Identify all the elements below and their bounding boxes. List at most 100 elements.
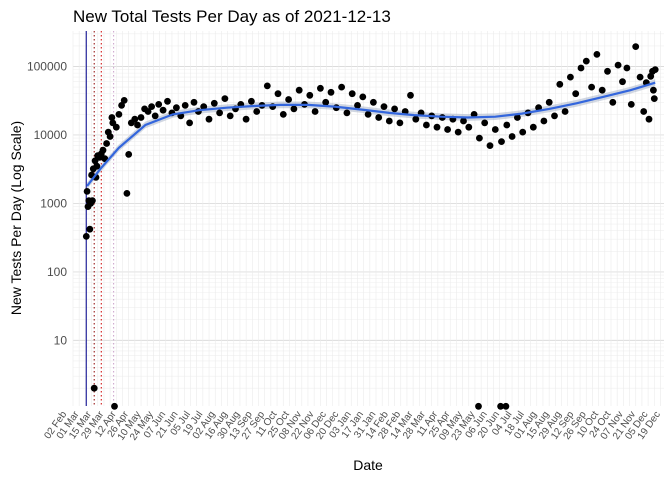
data-point — [89, 197, 96, 205]
data-point — [486, 142, 494, 150]
data-point — [407, 91, 414, 99]
data-point — [317, 84, 324, 92]
data-point — [640, 108, 648, 115]
data-point — [348, 90, 356, 98]
data-point — [248, 97, 255, 105]
data-point — [567, 73, 574, 81]
data-point — [295, 86, 303, 94]
data-point — [380, 103, 388, 110]
data-point — [120, 97, 128, 104]
data-point — [632, 43, 640, 50]
data-point — [253, 108, 261, 115]
data-point — [651, 66, 659, 73]
y-tick-label: 100000 — [27, 60, 67, 74]
data-point — [134, 121, 141, 129]
data-point — [343, 109, 351, 117]
trend-curve — [86, 81, 656, 187]
x-axis-title: Date — [353, 457, 383, 473]
data-point — [131, 115, 139, 123]
data-point — [274, 90, 282, 98]
data-point — [354, 102, 361, 109]
data-point — [572, 90, 580, 98]
data-point — [444, 126, 451, 133]
trend-confidence-band — [87, 79, 656, 190]
data-point — [598, 86, 606, 94]
data-point — [577, 64, 585, 72]
data-point — [545, 98, 553, 106]
data-point — [502, 402, 510, 410]
trend-band — [87, 79, 656, 190]
data-point — [497, 402, 504, 410]
data-point — [588, 83, 595, 91]
data-point — [306, 91, 314, 99]
data-point — [375, 114, 383, 121]
data-point — [216, 109, 224, 117]
data-point — [460, 117, 467, 125]
reference-lines — [85, 31, 115, 406]
data-point — [481, 119, 489, 127]
data-point — [108, 114, 116, 121]
data-point — [470, 111, 478, 118]
data-point — [125, 151, 133, 158]
data-point — [322, 98, 330, 106]
y-tick-label: 100 — [47, 265, 67, 279]
data-point — [279, 111, 287, 118]
data-point — [619, 78, 626, 86]
data-point — [86, 225, 94, 233]
data-point — [491, 126, 499, 133]
data-point — [519, 128, 527, 136]
data-point — [514, 114, 521, 121]
data-point — [627, 101, 635, 108]
data-point — [115, 111, 123, 118]
data-point — [144, 108, 152, 115]
data-point — [111, 402, 118, 410]
data-point — [636, 73, 644, 81]
data-point — [391, 105, 398, 113]
data-point — [561, 108, 569, 115]
data-point — [423, 121, 430, 129]
y-tick-label: 10 — [54, 333, 68, 347]
data-point — [498, 138, 505, 146]
data-point — [370, 98, 377, 106]
data-point — [93, 162, 101, 170]
data-point — [285, 96, 292, 103]
data-point — [650, 95, 658, 102]
data-point — [226, 112, 234, 120]
data-point — [385, 117, 393, 125]
data-point — [650, 86, 657, 94]
data-point — [186, 119, 194, 127]
data-point — [364, 111, 372, 118]
data-point — [181, 102, 189, 109]
data-point — [112, 123, 120, 131]
data-point — [476, 134, 483, 142]
trend-line — [86, 81, 656, 187]
data-point — [210, 99, 218, 107]
data-point — [540, 117, 548, 125]
data-point — [604, 67, 611, 75]
data-point — [242, 115, 250, 123]
data-point — [359, 93, 367, 101]
data-point — [159, 106, 167, 114]
data-point — [83, 188, 91, 195]
data-point — [327, 88, 335, 96]
data-point — [118, 102, 125, 109]
data-point — [263, 82, 271, 90]
y-axis-ticks: 10 100 1000 10000 100000 — [27, 60, 67, 348]
data-point — [221, 95, 229, 102]
data-point — [151, 112, 159, 120]
data-point — [614, 61, 622, 69]
data-point — [290, 105, 298, 113]
data-point — [82, 233, 90, 240]
y-tick-label: 1000 — [40, 196, 67, 210]
data-point — [137, 114, 145, 121]
data-point — [200, 103, 208, 110]
data-point — [123, 190, 131, 197]
data-point — [529, 123, 537, 131]
data-point — [338, 83, 345, 91]
data-point — [396, 119, 404, 127]
data-point — [503, 121, 511, 129]
data-point — [106, 133, 114, 140]
data-point — [148, 103, 156, 110]
data-point — [508, 133, 516, 140]
